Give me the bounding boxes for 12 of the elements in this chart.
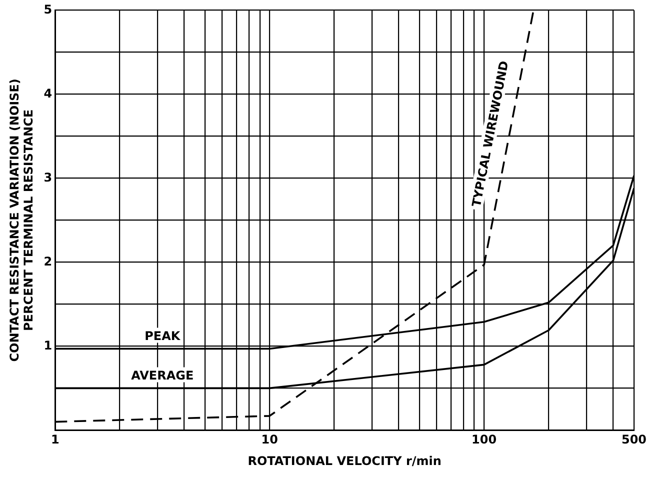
y-tick-label: 4 <box>44 86 52 100</box>
y-tick-label: 2 <box>44 254 52 268</box>
x-tick-label: 500 <box>621 432 647 447</box>
series-label: PEAK <box>144 328 181 343</box>
y-axis-title: CONTACT RESISTANCE VARIATION (NOISE) PERCENT TERMINAL RESISTANCE <box>7 78 36 362</box>
y-tick-label: 5 <box>44 2 52 16</box>
series-label: AVERAGE <box>131 368 194 382</box>
x-axis-title: ROTATIONAL VELOCITY r/min <box>248 454 442 468</box>
y-tick-label: 3 <box>44 170 52 184</box>
y-tick-label: 1 <box>44 338 52 352</box>
x-tick-label: 100 <box>472 432 497 447</box>
x-tick-label: 10 <box>261 432 278 447</box>
